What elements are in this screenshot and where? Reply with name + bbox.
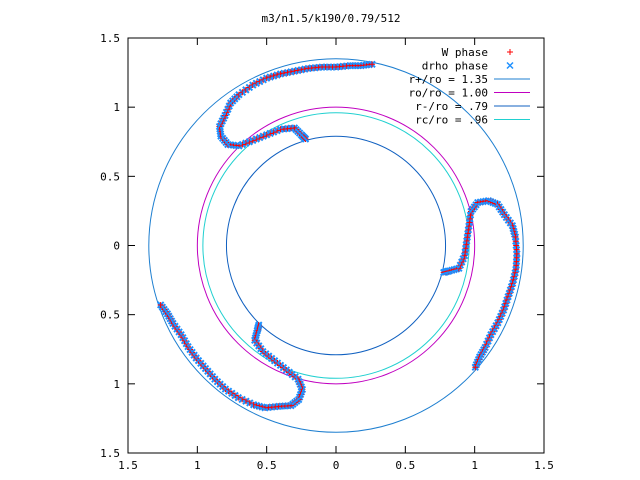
circle-r-3 [202,112,470,379]
w-point [369,61,376,68]
legend-label: drho phase [422,60,488,73]
legend-label: W phase [442,46,488,59]
x-tick-label: 1.5 [118,459,138,472]
y-tick-label: 0.5 [100,309,120,322]
legend-swatch [506,61,514,70]
x-tick-label: 1 [471,459,478,472]
x-tick-label: 1.5 [534,459,554,472]
x-tick-label: 0.5 [395,459,415,472]
legend-swatch [507,49,513,55]
reference-circles [148,58,524,433]
y-tick-labels: 1.5 1 0.5 0 0.5 1 1.5 [100,32,120,460]
y-tick-label: 1.5 [100,447,120,460]
x-tick-label: 1 [194,459,201,472]
x-tick-labels: 1.5 1 0.5 0 0.5 1 1.5 [118,459,554,472]
y-tick-label: 0.5 [100,170,120,183]
circle-r-2 [225,135,447,356]
legend-label: r+/ro = 1.35 [409,73,488,86]
legend-label: r-/ro = .79 [415,100,488,113]
w-point [472,364,479,371]
y-tick-label: 0 [113,240,120,253]
axis-ticks [127,37,545,454]
chart-title: m3/n1.5/k190/0.79/512 [261,12,400,25]
legend-label: rc/ro = .96 [415,114,488,127]
y-tick-label: 1 [113,101,120,114]
x-tick-label: 0.5 [257,459,277,472]
y-tick-label: 1.5 [100,32,120,45]
circle-r-1 [196,106,476,385]
y-tick-label: 1 [113,378,120,391]
data-points [156,60,521,412]
x-tick-label: 0 [333,459,340,472]
circle-r-0 [148,58,524,433]
w-point [157,301,164,308]
legend-label: ro/ro = 1.00 [409,87,488,100]
